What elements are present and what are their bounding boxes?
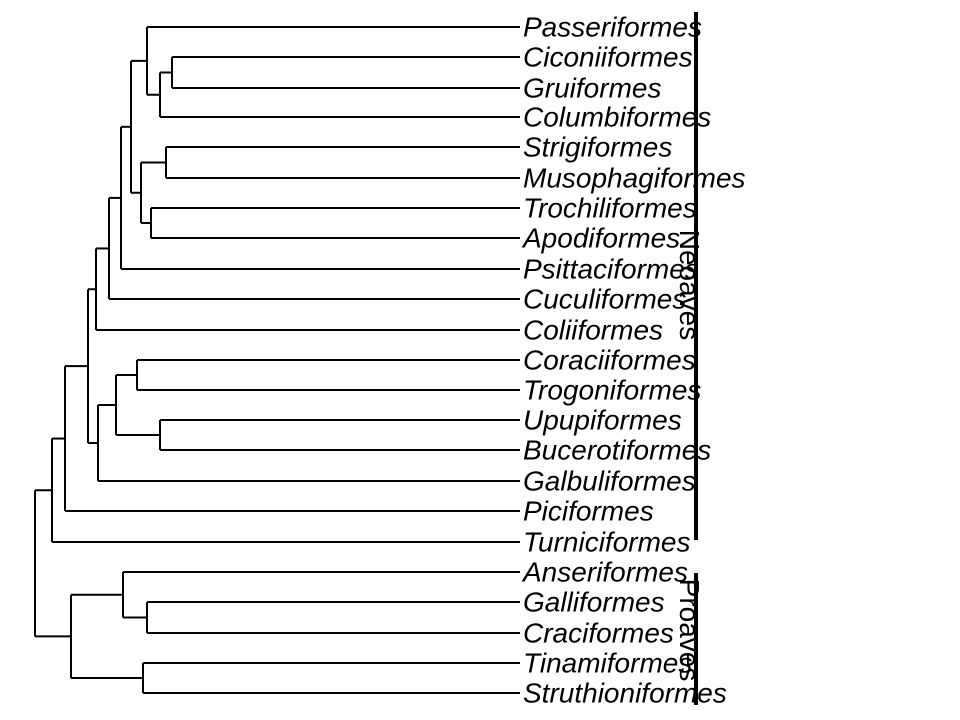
tip-label: Bucerotiformes — [523, 435, 711, 466]
tip-label: Galliformes — [523, 587, 665, 618]
tip-label: Psittaciformes — [523, 254, 699, 285]
tip-label: Galbuliformes — [523, 466, 696, 497]
tip-label: Cuculiformes — [523, 284, 686, 315]
clade-annotations: Neoaves Proaves — [674, 12, 705, 705]
tip-label: Turniciformes — [523, 527, 691, 558]
tip-label: Upupiformes — [523, 405, 682, 436]
tip-label: Trochiliformes — [523, 193, 697, 224]
tip-label: Anseriformes — [521, 557, 688, 588]
tip-label: Passeriformes — [523, 12, 702, 43]
clade-label: Neoaves — [674, 230, 705, 341]
clade-label: Proaves — [674, 579, 705, 682]
tip-label: Columbiformes — [523, 102, 711, 133]
tip-label: Musophagiformes — [523, 163, 746, 194]
tip-label: Piciformes — [523, 496, 654, 527]
tip-label: Craciformes — [523, 618, 674, 649]
tip-label: Tinamiformes — [523, 648, 692, 679]
tip-label: Trogoniformes — [523, 375, 701, 406]
tip-label: Apodiformes — [521, 223, 680, 254]
tip-label: Strigiformes — [523, 132, 672, 163]
tip-label: Gruiformes — [523, 73, 661, 104]
tip-labels: PasseriformesCiconiiformesGruiformesColu… — [521, 12, 746, 709]
tip-label: Ciconiiformes — [523, 42, 693, 73]
tip-label: Coraciiformes — [523, 345, 696, 376]
tip-label: Coliiformes — [523, 315, 663, 346]
tree-branches — [34, 26, 520, 694]
tip-label: Struthioniformes — [523, 678, 727, 709]
